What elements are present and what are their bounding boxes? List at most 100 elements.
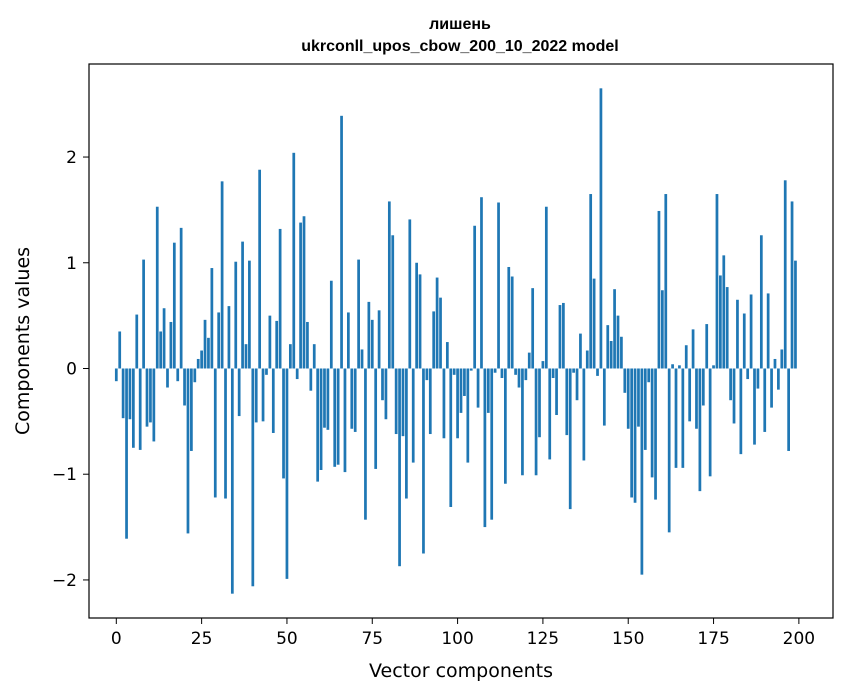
bar (521, 368, 524, 476)
bar (312, 344, 316, 369)
bar (306, 321, 309, 369)
bar (759, 235, 763, 369)
bar (705, 324, 709, 369)
x-tick-label: 150 (612, 629, 644, 649)
bar (787, 368, 790, 451)
bar (510, 276, 514, 369)
x-axis-ticks: 0 25 50 75 100 125 150 175 200 (111, 618, 815, 649)
bar (435, 277, 439, 369)
bar (299, 222, 302, 369)
bar (790, 201, 794, 369)
bar (203, 319, 207, 369)
bar (459, 368, 463, 413)
bar (210, 268, 214, 369)
bar (456, 368, 459, 439)
bar (415, 262, 418, 369)
bar (541, 361, 545, 369)
bar (678, 365, 681, 369)
bar (138, 368, 142, 450)
bar (432, 311, 436, 369)
bar (497, 202, 500, 369)
bar (626, 368, 630, 429)
bar (265, 368, 268, 375)
bar (770, 368, 773, 408)
bar (469, 368, 473, 371)
bar (592, 278, 596, 369)
bar (370, 319, 374, 369)
bar (271, 368, 275, 433)
y-tick-label: 0 (66, 359, 77, 379)
x-tick-label: 100 (441, 629, 473, 649)
bar (152, 368, 156, 442)
bar (428, 368, 432, 435)
bar (377, 310, 381, 369)
bar (360, 349, 364, 369)
bar (234, 261, 238, 369)
bar (616, 315, 620, 369)
bar (268, 315, 272, 369)
bar (285, 368, 289, 579)
bar (309, 368, 313, 391)
bar (596, 368, 599, 376)
bar (486, 368, 490, 413)
bar (691, 329, 695, 369)
bar (463, 368, 466, 396)
bar (343, 368, 347, 473)
bar (729, 368, 732, 401)
x-tick-label: 125 (527, 629, 559, 649)
bar (193, 368, 197, 383)
bar (244, 344, 248, 369)
bar (278, 228, 282, 369)
bar (643, 368, 647, 450)
bar (132, 368, 135, 448)
y-tick-label: 2 (66, 148, 77, 168)
bar (514, 368, 517, 375)
bar (476, 368, 480, 408)
bar (483, 368, 487, 528)
bar (681, 368, 685, 468)
bar (422, 368, 425, 554)
bar (329, 280, 333, 369)
bar (316, 368, 320, 482)
bar (749, 294, 753, 369)
bar (353, 368, 357, 432)
bar (480, 197, 483, 369)
bar (125, 368, 128, 539)
bar (602, 368, 606, 426)
bar (671, 364, 674, 369)
bar (466, 368, 470, 463)
bar (647, 368, 651, 383)
bar (551, 368, 555, 379)
bar (323, 368, 326, 428)
bar (794, 260, 797, 369)
bar (261, 368, 265, 422)
bar (637, 368, 640, 427)
bar (664, 194, 668, 369)
bar (732, 368, 736, 424)
bar (364, 368, 367, 520)
bar (213, 368, 217, 498)
bar (684, 345, 688, 369)
bar (374, 368, 378, 469)
bar (490, 368, 494, 520)
bar (145, 368, 149, 427)
x-tick-label: 75 (361, 629, 383, 649)
bar (166, 368, 169, 388)
bar-series (114, 88, 797, 594)
chart-title-line-1: лишень (429, 16, 491, 33)
bar (773, 358, 777, 369)
bar (674, 368, 678, 468)
bar (538, 368, 541, 438)
bar (660, 290, 664, 369)
bar (507, 266, 511, 369)
bar (350, 368, 354, 429)
bar (575, 368, 579, 401)
bar (534, 368, 538, 476)
bar (633, 368, 637, 503)
bar (418, 274, 422, 369)
bar (452, 368, 456, 375)
bar (473, 225, 477, 369)
bar (224, 368, 227, 499)
x-axis-label: Vector components (369, 660, 553, 682)
